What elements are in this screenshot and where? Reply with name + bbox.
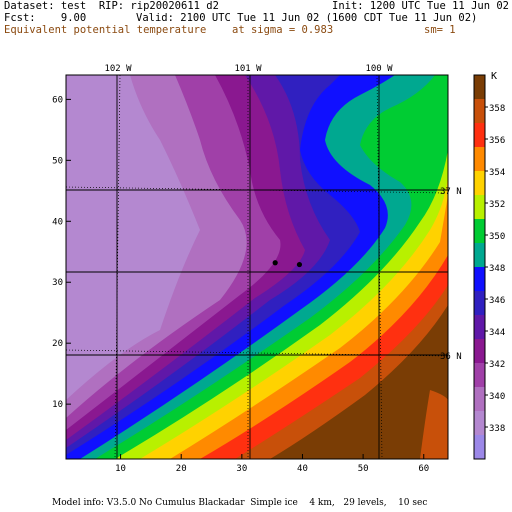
- y-tick-label: 30: [52, 278, 63, 288]
- lon-label: 101 W: [234, 64, 262, 74]
- x-tick-label: 20: [176, 464, 187, 474]
- lat-label: 36 N: [440, 352, 462, 362]
- init-time-label: Init: 1200 UTC Tue 11 Jun 02: [332, 0, 510, 12]
- colorbar-swatch: [474, 387, 485, 412]
- colorbar-label: 340: [489, 392, 505, 402]
- contour-band: [270, 260, 448, 459]
- lat-label: 37 N: [440, 187, 462, 197]
- latitude-labels: 37 N 36 N: [440, 187, 462, 362]
- contour-field: [66, 75, 448, 459]
- colorbar-swatch: [474, 363, 485, 388]
- colorbar-label: 348: [489, 264, 505, 274]
- colorbar-swatch: [474, 435, 485, 460]
- colorbar-swatch: [474, 315, 485, 340]
- colorbar-swatch: [474, 411, 485, 436]
- x-tick-label: 30: [236, 464, 247, 474]
- dataset-label: Dataset: test RIP: rip20020611 d2: [4, 0, 219, 12]
- colorbar-swatch: [474, 75, 485, 100]
- lat-line: [65, 186, 449, 194]
- lon-label: 100 W: [365, 64, 393, 74]
- smoothing-label: sm= 1: [424, 24, 456, 36]
- plot-frame: [65, 74, 449, 460]
- forecast-hour-label: Fcst: 9.00: [4, 12, 87, 24]
- y-axis: 10 20 30 40 50 60: [52, 95, 71, 410]
- station-marker: [272, 260, 278, 266]
- station-marker: [296, 261, 303, 268]
- colorbar-label: 342: [489, 360, 505, 370]
- colorbar-label: 338: [489, 424, 505, 434]
- colorbar-unit-label: K: [491, 71, 497, 82]
- colorbar-swatch: [474, 291, 485, 316]
- colorbar-swatch: [474, 219, 485, 244]
- colorbar-swatch: [474, 243, 485, 268]
- colorbar-swatch: [474, 195, 485, 220]
- lat-lon-grid: [65, 74, 449, 460]
- contour-band: [420, 390, 448, 459]
- colorbar-swatch: [474, 99, 485, 124]
- valid-time-label: Valid: 2100 UTC Tue 11 Jun 02 (1600 CDT …: [136, 12, 478, 24]
- x-axis: 10 20 30 40 50 60: [115, 454, 429, 474]
- field-name-label: Equivalent potential temperature: [4, 24, 207, 36]
- y-tick-label: 60: [52, 95, 63, 105]
- colorbar-label: 358: [489, 104, 505, 114]
- y-tick-label: 40: [52, 217, 63, 227]
- colorbar-label: 356: [489, 136, 505, 146]
- model-info-footer: Model info: V3.5.0 No Cumulus Blackadar …: [52, 498, 428, 508]
- colorbar-swatch: [474, 267, 485, 292]
- colorbar-label: 350: [489, 232, 505, 242]
- colorbar-swatch: [474, 171, 485, 196]
- colorbar-swatch: [474, 147, 485, 172]
- y-tick-label: 10: [52, 400, 63, 410]
- x-tick-label: 10: [115, 464, 126, 474]
- y-tick-label: 50: [52, 156, 63, 166]
- lon-line: [376, 74, 383, 460]
- x-tick-label: 50: [358, 464, 369, 474]
- sigma-level-label: at sigma = 0.983: [232, 24, 334, 36]
- lon-line: [114, 74, 121, 460]
- colorbar: 358 356 354 352 350 348 346 344 342 340 338: [473, 74, 505, 460]
- colorbar-label: 344: [489, 328, 505, 338]
- colorbar-swatch: [474, 339, 485, 364]
- colorbar-label: 352: [489, 200, 505, 210]
- lon-label: 102 W: [104, 64, 132, 74]
- x-tick-label: 40: [297, 464, 308, 474]
- x-tick-label: 60: [418, 464, 429, 474]
- longitude-labels: 102 W 101 W 100 W: [104, 64, 393, 74]
- colorbar-label: 354: [489, 168, 505, 178]
- station-markers: [272, 260, 303, 268]
- political-boundaries: [66, 75, 448, 459]
- y-tick-label: 20: [52, 339, 63, 349]
- colorbar-swatch: [474, 123, 485, 148]
- lat-line: [65, 349, 449, 357]
- colorbar-label: 346: [489, 296, 505, 306]
